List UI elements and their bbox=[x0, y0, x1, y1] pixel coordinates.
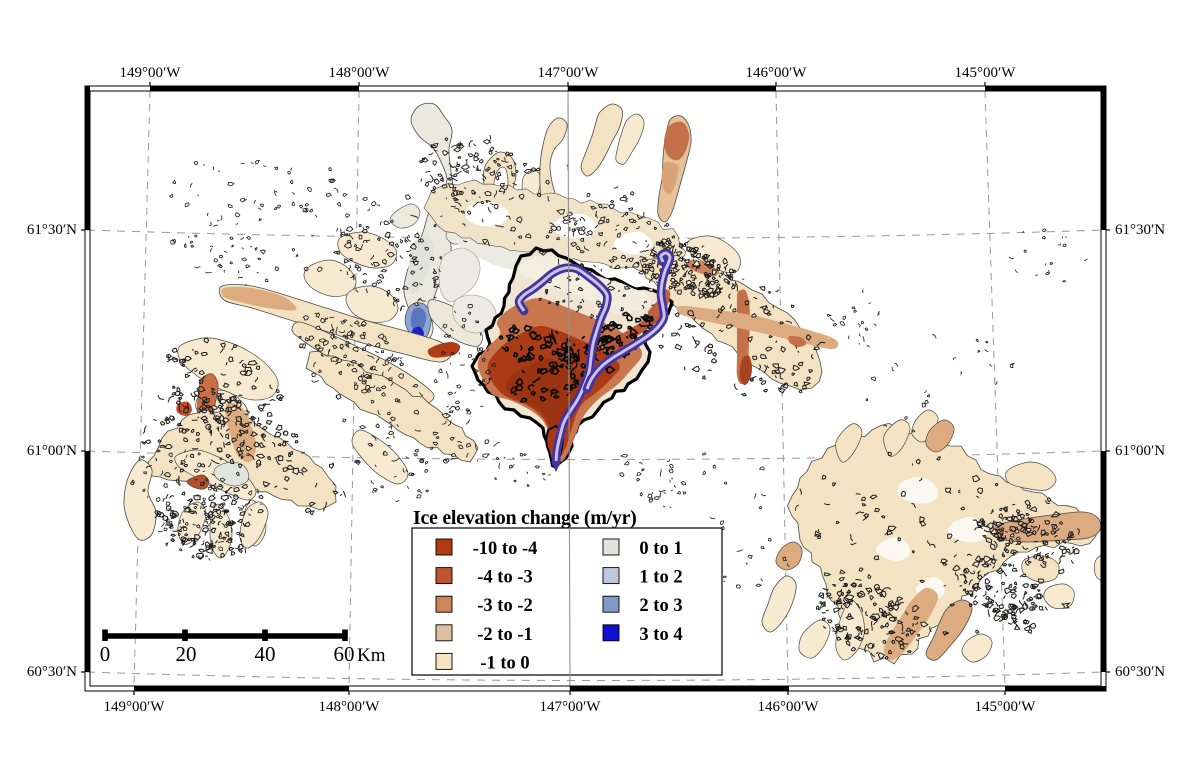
svg-text:148°00′W: 148°00′W bbox=[319, 699, 381, 715]
svg-text:146°00′W: 146°00′W bbox=[758, 699, 820, 715]
svg-text:0: 0 bbox=[100, 642, 111, 666]
svg-text:2 to 3: 2 to 3 bbox=[639, 596, 682, 616]
svg-text:145°00′W: 145°00′W bbox=[975, 699, 1037, 715]
svg-text:40: 40 bbox=[255, 642, 276, 666]
svg-text:60: 60 bbox=[334, 642, 355, 666]
svg-text:Km: Km bbox=[357, 645, 386, 666]
svg-text:Ice elevation change (m/yr): Ice elevation change (m/yr) bbox=[413, 507, 637, 529]
svg-text:149°00′W: 149°00′W bbox=[120, 65, 182, 81]
svg-text:61°00′N: 61°00′N bbox=[1115, 443, 1165, 459]
svg-text:-3 to -2: -3 to -2 bbox=[477, 596, 532, 616]
svg-text:146°00′W: 146°00′W bbox=[746, 65, 808, 81]
svg-text:-10 to -4: -10 to -4 bbox=[473, 539, 538, 559]
svg-text:147°00′W: 147°00′W bbox=[540, 699, 602, 715]
svg-text:60°30′N: 60°30′N bbox=[1115, 664, 1165, 680]
svg-text:61°30′N: 61°30′N bbox=[27, 222, 77, 238]
svg-text:20: 20 bbox=[176, 642, 197, 666]
svg-text:1 to 2: 1 to 2 bbox=[639, 568, 682, 588]
svg-text:3 to 4: 3 to 4 bbox=[639, 625, 682, 645]
svg-text:0 to 1: 0 to 1 bbox=[639, 539, 682, 559]
svg-text:61°30′N: 61°30′N bbox=[1115, 222, 1165, 238]
svg-text:145°00′W: 145°00′W bbox=[955, 65, 1017, 81]
svg-text:148°00′W: 148°00′W bbox=[329, 65, 391, 81]
svg-text:60°30′N: 60°30′N bbox=[27, 664, 77, 680]
svg-text:61°00′N: 61°00′N bbox=[27, 443, 77, 459]
svg-text:149°00′W: 149°00′W bbox=[104, 699, 166, 715]
svg-text:-2 to -1: -2 to -1 bbox=[477, 625, 532, 645]
svg-text:-4 to -3: -4 to -3 bbox=[477, 568, 532, 588]
svg-text:147°00′W: 147°00′W bbox=[538, 65, 600, 81]
svg-text:-1 to 0: -1 to 0 bbox=[480, 653, 529, 673]
